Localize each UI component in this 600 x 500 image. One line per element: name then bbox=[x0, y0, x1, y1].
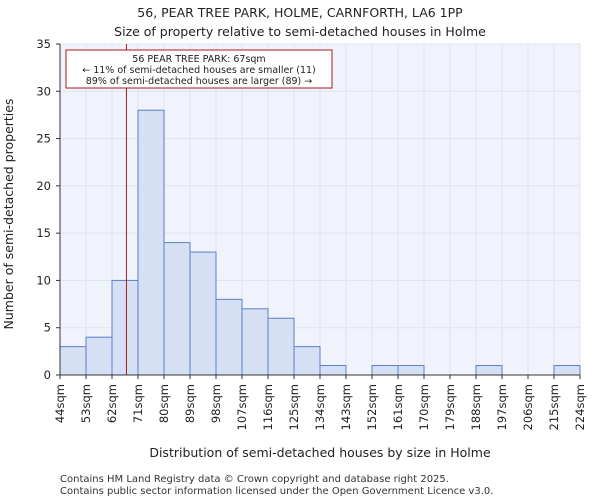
bar-62sqm bbox=[111, 279, 139, 376]
x-tick-label: 89sqm bbox=[183, 384, 197, 423]
x-tick-label: 197sqm bbox=[495, 384, 509, 430]
bar-134sqm bbox=[319, 365, 347, 376]
y-tick-label: 0 bbox=[44, 368, 51, 382]
y-tick-label: 30 bbox=[36, 84, 51, 98]
bar-80sqm bbox=[163, 242, 191, 376]
x-tick-label: 215sqm bbox=[547, 384, 561, 430]
x-tick-label: 206sqm bbox=[521, 384, 535, 430]
x-tick-label: 116sqm bbox=[261, 384, 275, 430]
x-tick-label: 224sqm bbox=[573, 384, 587, 430]
bar-89sqm bbox=[189, 251, 217, 376]
y-tick-label: 10 bbox=[36, 273, 51, 287]
x-tick-label: 188sqm bbox=[469, 384, 483, 430]
y-tick-label: 5 bbox=[44, 321, 51, 335]
bar-188sqm bbox=[475, 365, 503, 376]
x-tick-label: 71sqm bbox=[131, 384, 145, 423]
annotation-line-2: ← 11% of semi-detached houses are smalle… bbox=[82, 65, 316, 76]
y-ticks: 0 5 10 15 20 25 30 35 bbox=[36, 37, 60, 382]
x-tick-label: 170sqm bbox=[417, 384, 431, 430]
bar-215sqm bbox=[553, 365, 581, 376]
bar-98sqm bbox=[215, 298, 243, 376]
footer-line-2: Contains public sector information licen… bbox=[60, 486, 493, 497]
x-tick-label: 143sqm bbox=[339, 384, 353, 430]
bar-53sqm bbox=[85, 336, 113, 376]
annotation-line-1: 56 PEAR TREE PARK: 67sqm bbox=[132, 54, 265, 65]
x-tick-label: 53sqm bbox=[79, 384, 93, 423]
chart-subtitle: Size of property relative to semi-detach… bbox=[114, 24, 486, 39]
y-tick-label: 25 bbox=[36, 132, 51, 146]
bar-107sqm bbox=[241, 308, 269, 376]
chart-title: 56, PEAR TREE PARK, HOLME, CARNFORTH, LA… bbox=[137, 5, 463, 20]
y-tick-label: 20 bbox=[36, 179, 51, 193]
y-tick-label: 35 bbox=[36, 37, 51, 51]
x-ticks: 44sqm 53sqm 62sqm 71sqm 80sqm 89sqm 98sqm 107sq… bbox=[53, 375, 587, 430]
y-axis-label: Number of semi-detached properties bbox=[1, 99, 16, 330]
bars bbox=[59, 109, 581, 376]
x-tick-label: 134sqm bbox=[313, 384, 327, 430]
bar-116sqm bbox=[267, 317, 295, 376]
annotation-line-3: 89% of semi-detached houses are larger (… bbox=[86, 76, 313, 87]
bar-44sqm bbox=[59, 346, 87, 376]
footer-line-1: Contains HM Land Registry data © Crown c… bbox=[60, 474, 449, 485]
bar-71sqm bbox=[137, 109, 165, 376]
x-tick-label: 152sqm bbox=[365, 384, 379, 430]
x-tick-label: 179sqm bbox=[443, 384, 457, 430]
x-tick-label: 80sqm bbox=[157, 384, 171, 423]
y-tick-label: 15 bbox=[36, 226, 51, 240]
x-tick-label: 161sqm bbox=[391, 384, 405, 430]
bar-161sqm bbox=[397, 365, 425, 376]
x-axis-label: Distribution of semi-detached houses by … bbox=[149, 445, 491, 460]
x-tick-label: 62sqm bbox=[105, 384, 119, 423]
annotation-box bbox=[65, 49, 333, 89]
bar-152sqm bbox=[371, 365, 399, 376]
x-tick-label: 98sqm bbox=[209, 384, 223, 423]
x-tick-label: 44sqm bbox=[53, 384, 67, 423]
x-tick-label: 125sqm bbox=[287, 384, 301, 430]
x-tick-label: 107sqm bbox=[235, 384, 249, 430]
bar-125sqm bbox=[293, 346, 321, 376]
